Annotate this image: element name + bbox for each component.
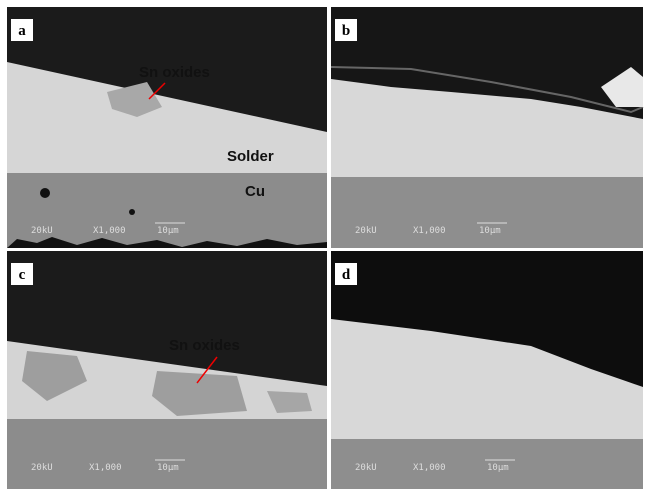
panel-label: d xyxy=(342,267,351,283)
copper-layer xyxy=(7,419,327,489)
figure: a Sn oxides Solder Cu 20kU X1,000 10μm b… xyxy=(0,0,647,491)
scale-bar-label: 10μm xyxy=(157,463,179,473)
void xyxy=(40,188,50,198)
annotation: Cu xyxy=(245,183,265,200)
scale-kv: 20kU xyxy=(31,463,53,473)
copper-layer xyxy=(331,177,643,248)
scale-kv: 20kU xyxy=(31,226,53,236)
scale-bar-label: 10μm xyxy=(479,226,501,236)
panel-label: c xyxy=(19,267,26,283)
scale-bar-label: 10μm xyxy=(157,226,179,236)
scale-mag: X1,000 xyxy=(413,226,446,236)
panel-c: c Sn oxides 20kU X1,000 10μm xyxy=(7,251,327,489)
annotation: Sn oxides xyxy=(169,337,240,354)
panel-label: a xyxy=(18,23,26,39)
scale-mag: X1,000 xyxy=(93,226,126,236)
panel-b: b 20kU X1,000 10μm xyxy=(331,7,643,248)
scale-mag: X1,000 xyxy=(413,463,446,473)
annotation: Solder xyxy=(227,148,274,165)
void xyxy=(129,209,135,215)
scale-mag: X1,000 xyxy=(89,463,122,473)
panel-a: a Sn oxides Solder Cu 20kU X1,000 10μm xyxy=(7,7,327,248)
scale-bar-label: 10μm xyxy=(487,463,509,473)
annotation: Sn oxides xyxy=(139,64,210,81)
copper-layer xyxy=(7,173,327,248)
panel-d: d 20kU X1,000 10μm xyxy=(331,251,643,489)
scale-kv: 20kU xyxy=(355,463,377,473)
scale-kv: 20kU xyxy=(355,226,377,236)
panel-label: b xyxy=(342,23,350,39)
